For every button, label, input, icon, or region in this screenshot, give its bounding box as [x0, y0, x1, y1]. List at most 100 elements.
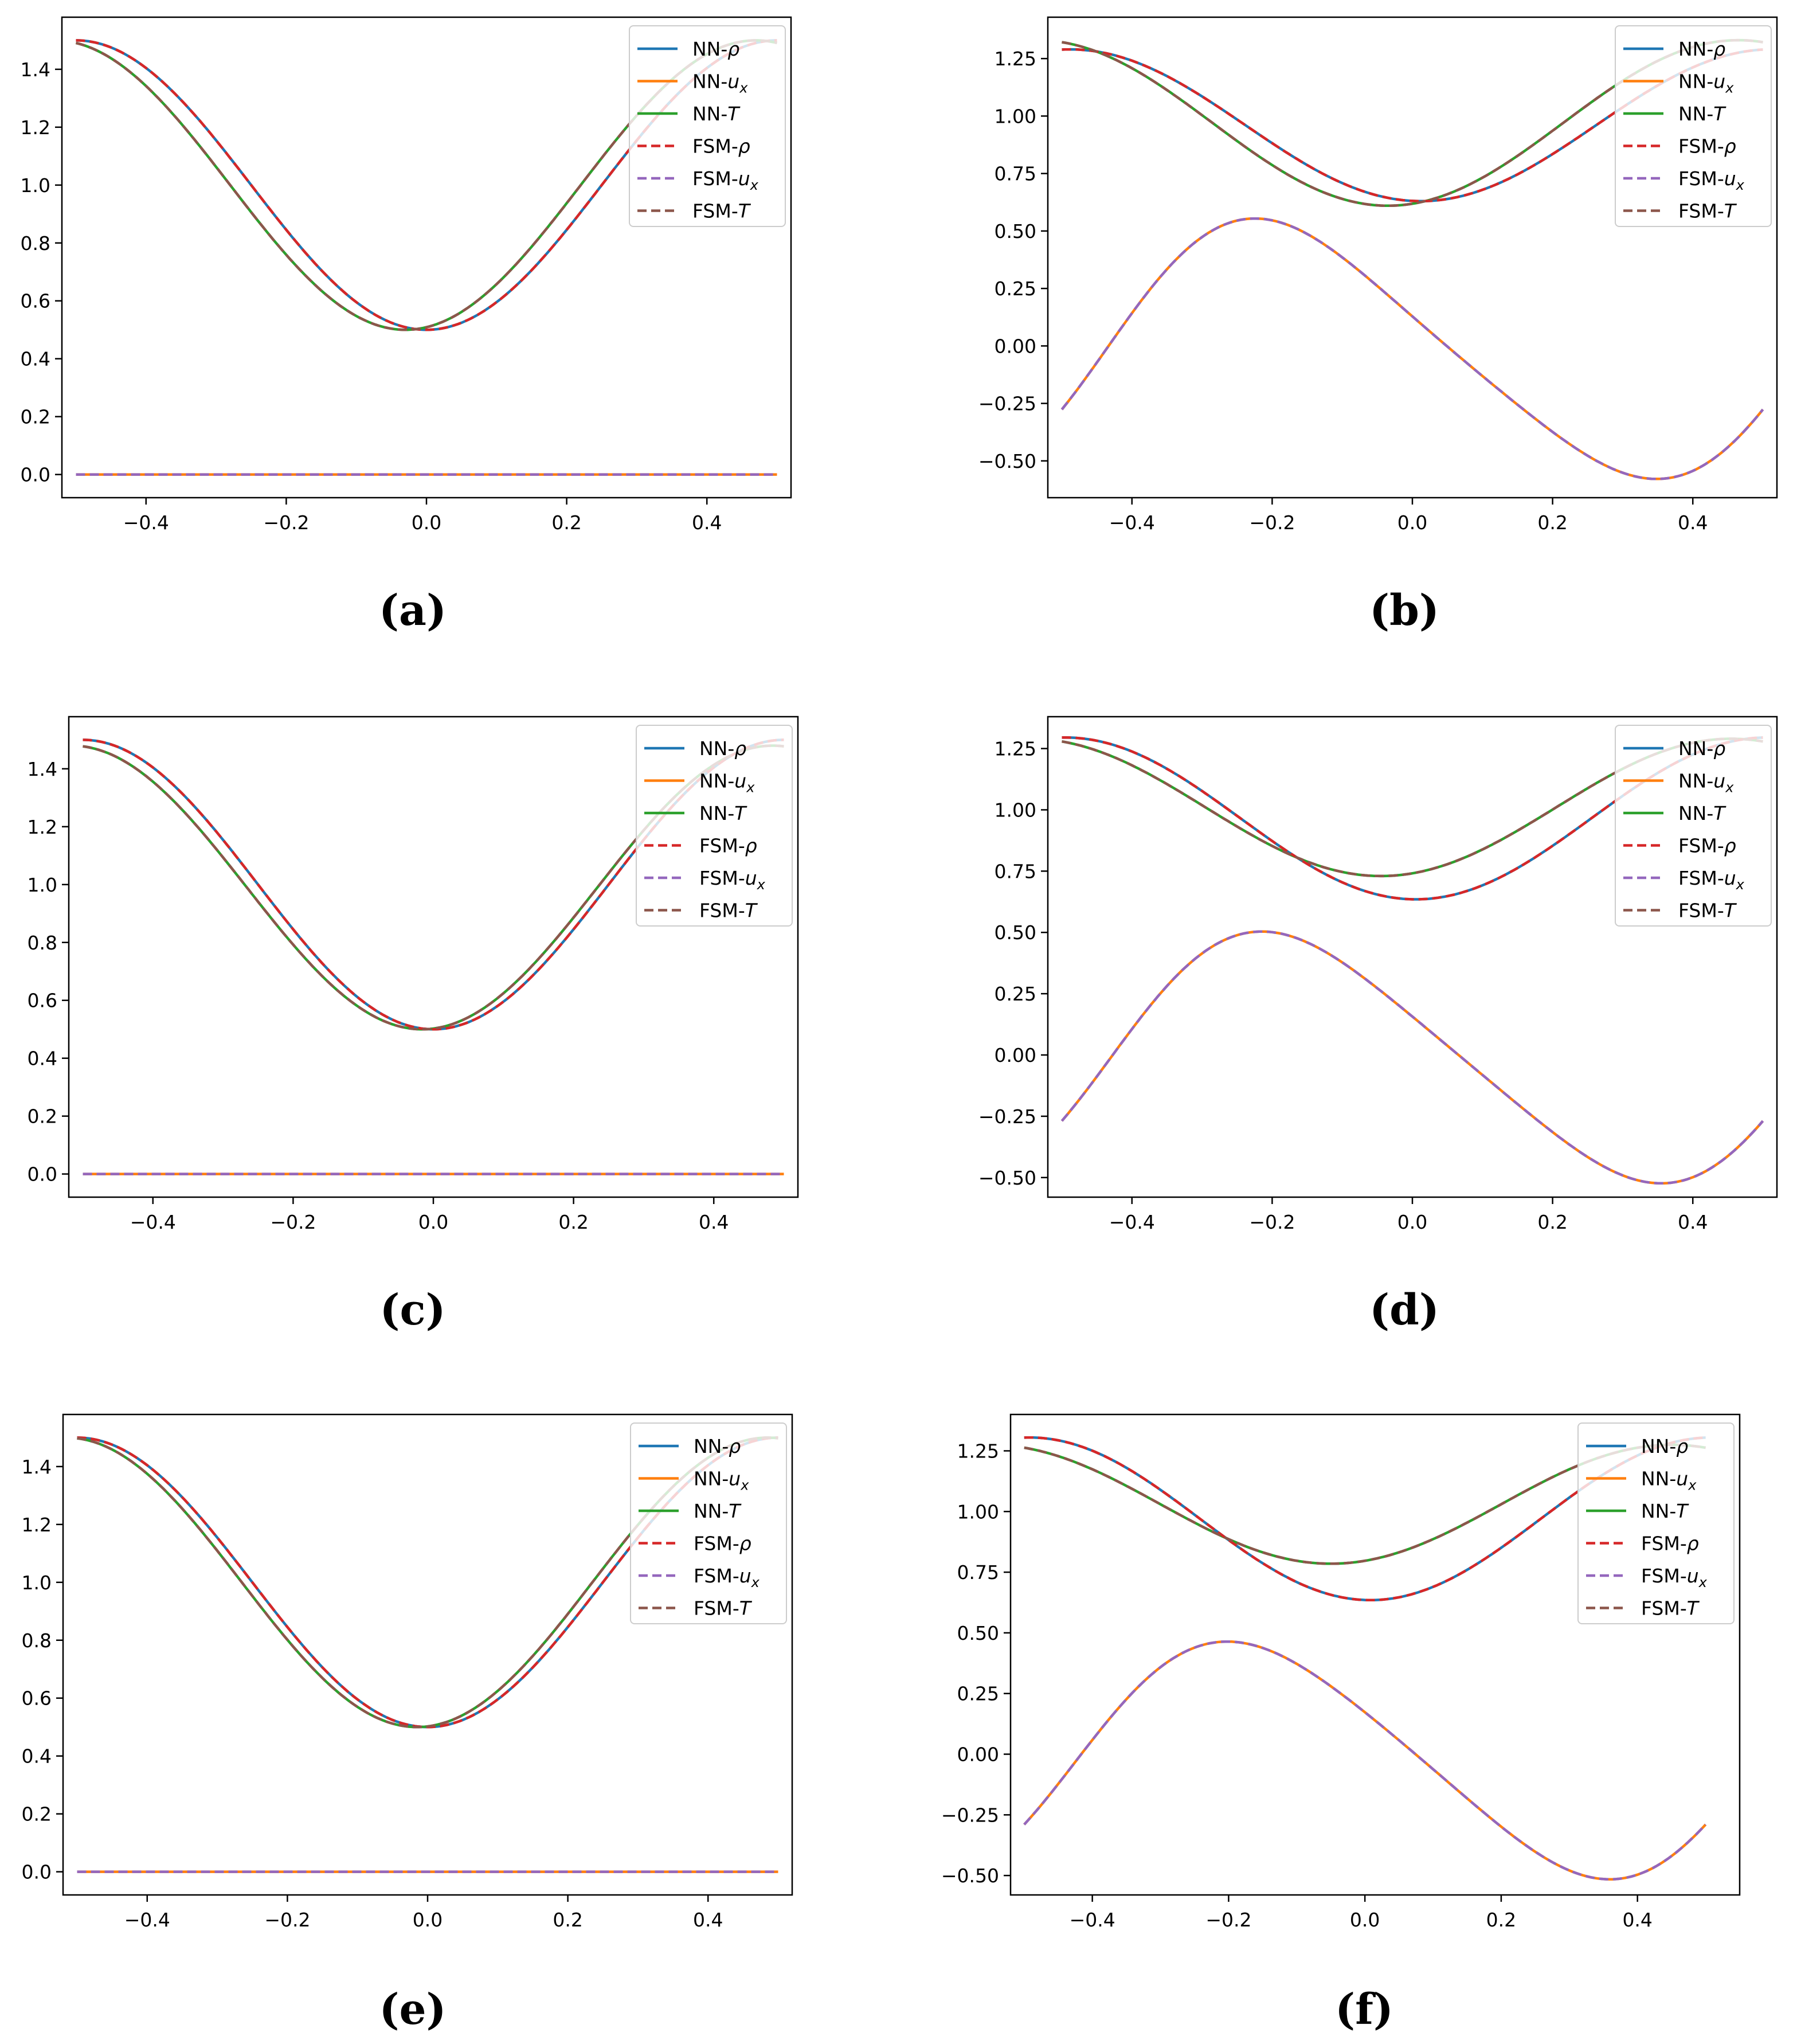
legend-label: NN-T	[699, 802, 747, 824]
legend-box	[630, 1422, 787, 1624]
y-tick-label: 1.25	[995, 48, 1036, 70]
legend-label: FSM-ρ	[1678, 135, 1736, 158]
legend: NN-ρ NN-ux NN-T FSM-ρ FSM-ux FSM-T	[629, 25, 786, 227]
y-tick-label: 0.2	[21, 406, 50, 428]
chart-panel-5: −0.4 −0.2 0.0 0.2 0.4 −0.50 −0.25 0.00 0.25 0.50 0…	[941, 1413, 1741, 2034]
y-tick-label: 1.4	[28, 758, 57, 780]
nn-ux-line	[1060, 217, 1764, 480]
y-tick-label: 0.75	[995, 163, 1036, 185]
chart-panel-1: −0.4 −0.2 0.0 0.2 0.4 −0.50 −0.25 0.00 0.25 0.50 0…	[978, 16, 1778, 635]
fsm-rho-line	[83, 738, 784, 1031]
panel-label: (a)	[379, 586, 447, 635]
y-tick-label: 0.6	[22, 1687, 52, 1710]
y-tick-label: 0.8	[22, 1629, 52, 1652]
x-tick-label: 0.0	[412, 511, 441, 534]
x-tick-label: −0.4	[1070, 1909, 1115, 1931]
legend-label: NN-T	[1641, 1500, 1689, 1522]
y-tick-label: 0.25	[957, 1683, 999, 1705]
y-tick-label: 0.00	[957, 1744, 999, 1766]
legend-label: NN-T	[1678, 802, 1726, 824]
y-tick-label: 1.25	[995, 738, 1036, 760]
legend-label: NN-T	[1678, 103, 1726, 125]
x-tick-label: 0.2	[558, 1211, 588, 1233]
y-tick-label: 0.4	[21, 348, 50, 370]
y-tick-label: 0.8	[21, 232, 50, 255]
fsm-ux-line	[1060, 217, 1764, 480]
legend-label: FSM-ux	[1678, 867, 1745, 893]
legend-label: NN-ρ	[1678, 737, 1725, 760]
panel-label: (c)	[379, 1285, 445, 1335]
y-tick-label: −0.25	[978, 393, 1036, 415]
legend-label: FSM-T	[1678, 900, 1737, 922]
legend-label: FSM-ux	[699, 867, 766, 893]
legend-label: FSM-ux	[694, 1565, 760, 1590]
y-tick-label: 0.00	[995, 1044, 1036, 1066]
fsm-T-line	[1062, 737, 1763, 878]
y-tick-label: 0.0	[28, 1163, 57, 1186]
y-tick-label: 1.4	[22, 1456, 52, 1478]
x-tick-label: 0.2	[553, 1909, 582, 1931]
y-tick-label: 0.00	[995, 335, 1036, 357]
y-tick-label: 0.6	[21, 290, 50, 312]
x-tick-label: 0.4	[693, 1909, 723, 1931]
nn-ux-line	[1060, 930, 1764, 1185]
y-tick-label: 0.50	[995, 220, 1036, 243]
chart-panel-2: −0.4 −0.2 0.0 0.2 0.4 0.0 0.2 0.4 0.6 0.8 1.0 1.2 1.…	[28, 716, 799, 1335]
x-tick-label: 0.0	[418, 1211, 448, 1233]
legend-label: NN-ux	[1641, 1468, 1697, 1494]
y-tick-label: 1.2	[22, 1514, 52, 1536]
chart-panel-4: −0.4 −0.2 0.0 0.2 0.4 0.0 0.2 0.4 0.6 0.8 1.0 1.2 1.…	[22, 1413, 793, 2034]
x-tick-label: −0.2	[1249, 1211, 1295, 1233]
legend-label: FSM-T	[1641, 1597, 1700, 1620]
x-tick-label: 0.4	[1678, 1211, 1708, 1233]
x-tick-label: 0.0	[1397, 511, 1427, 534]
legend: NN-ρ NN-ux NN-T FSM-ρ FSM-ux FSM-T	[636, 725, 793, 927]
y-tick-label: 1.0	[21, 174, 50, 197]
y-tick-label: 1.4	[21, 58, 50, 81]
x-tick-label: −0.4	[130, 1211, 176, 1233]
fsm-rho-line	[76, 39, 777, 331]
y-tick-label: 0.25	[995, 983, 1036, 1005]
y-tick-label: 0.6	[28, 990, 57, 1012]
legend-label: FSM-ux	[1678, 167, 1745, 193]
legend-label: FSM-T	[694, 1597, 753, 1620]
x-tick-label: 0.4	[699, 1211, 729, 1233]
legend-label: NN-ux	[699, 770, 755, 796]
x-tick-label: −0.2	[1205, 1909, 1251, 1931]
x-tick-label: 0.0	[1397, 1211, 1427, 1233]
x-tick-label: −0.4	[1109, 1211, 1155, 1233]
panel-label: (d)	[1369, 1285, 1439, 1335]
y-tick-label: 1.2	[28, 816, 57, 838]
y-tick-label: 0.2	[22, 1803, 52, 1826]
x-tick-label: −0.4	[123, 511, 169, 534]
y-tick-label: −0.50	[978, 450, 1036, 472]
y-tick-label: 1.25	[957, 1440, 999, 1462]
nn-ux-line	[1023, 1640, 1707, 1881]
y-tick-label: 1.2	[21, 116, 50, 139]
legend-label: NN-ux	[694, 1468, 749, 1494]
x-tick-label: −0.2	[1249, 511, 1295, 534]
panel-label: (f)	[1335, 1985, 1393, 2034]
x-tick-label: 0.2	[551, 511, 581, 534]
fsm-T-line	[83, 744, 784, 1031]
y-tick-label: 0.0	[22, 1861, 52, 1883]
y-tick-label: 1.0	[22, 1572, 52, 1594]
panel-label: (b)	[1369, 586, 1439, 635]
legend-label: FSM-ρ	[699, 835, 757, 857]
y-tick-label: −0.25	[978, 1105, 1036, 1128]
fsm-ux-line	[1060, 930, 1764, 1185]
legend-label: FSM-T	[1678, 200, 1737, 222]
legend-label: NN-ρ	[1678, 38, 1725, 60]
y-tick-label: −0.25	[941, 1804, 999, 1826]
y-tick-label: 0.25	[995, 278, 1036, 300]
legend: NN-ρ NN-ux NN-T FSM-ρ FSM-ux FSM-T	[1577, 1422, 1735, 1624]
axes-frame	[1009, 1413, 1741, 1896]
legend-label: FSM-ρ	[692, 135, 750, 158]
legend-box	[636, 725, 793, 927]
fsm-ux-line	[1023, 1640, 1707, 1881]
legend-label: NN-ux	[1678, 71, 1734, 96]
legend-label: NN-ρ	[699, 737, 746, 760]
y-tick-label: 0.4	[22, 1745, 52, 1768]
y-tick-label: −0.50	[941, 1865, 999, 1887]
